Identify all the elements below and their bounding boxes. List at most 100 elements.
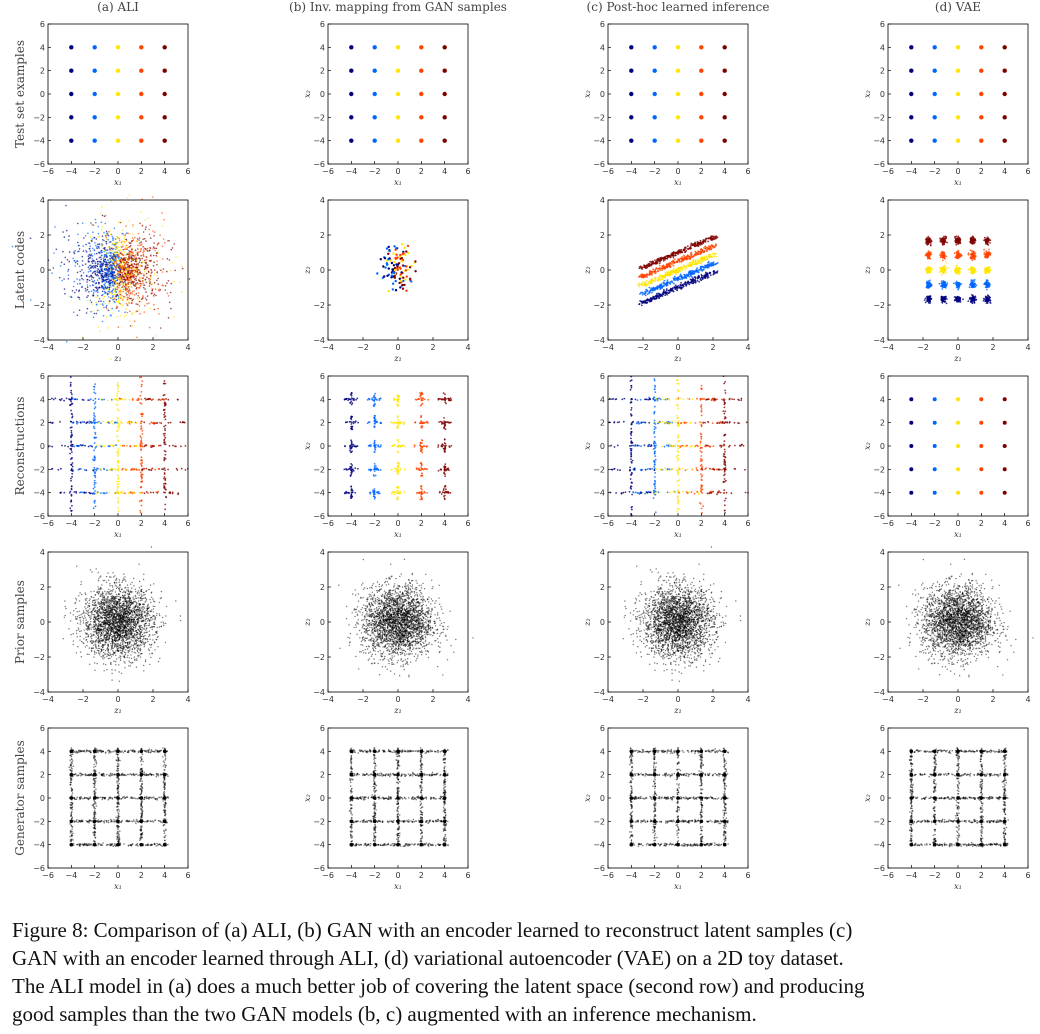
data-point — [116, 276, 119, 278]
data-point — [124, 253, 127, 256]
data-point — [647, 281, 650, 284]
data-point — [144, 259, 146, 262]
data-point — [666, 254, 669, 257]
data-point — [971, 242, 974, 245]
data-point — [385, 259, 388, 262]
data-point — [101, 290, 104, 293]
data-point — [973, 279, 976, 281]
data-point — [946, 298, 948, 300]
x-tick-label: 6 — [745, 167, 750, 176]
data-point — [122, 249, 125, 251]
data-point — [657, 259, 660, 262]
data-point — [955, 115, 961, 120]
data-point — [62, 231, 64, 233]
data-point — [126, 299, 128, 302]
data-point — [699, 258, 702, 261]
data-point — [668, 289, 671, 292]
data-point — [126, 263, 128, 265]
data-point — [442, 91, 447, 97]
data-point — [652, 115, 657, 120]
data-point — [121, 280, 124, 282]
y-tick-label: −2 — [593, 113, 605, 122]
data-point — [122, 244, 125, 247]
data-point — [106, 234, 109, 236]
data-point — [111, 297, 113, 300]
data-point — [974, 270, 977, 273]
data-point — [127, 259, 129, 262]
data-point — [658, 262, 661, 264]
data-point — [665, 282, 668, 285]
data-point — [923, 299, 926, 301]
data-point — [664, 291, 667, 294]
panel-grid25-0: −6 −4 −2 0 2 4 6 −6 −4 −2 0 2 4 6 x₁ — [22, 20, 196, 194]
data-point — [1002, 45, 1007, 50]
data-point — [674, 271, 676, 273]
data-point — [86, 307, 89, 310]
data-point — [909, 91, 914, 97]
data-point — [442, 68, 447, 73]
data-point — [139, 91, 144, 97]
data-point — [146, 276, 148, 278]
data-point — [150, 272, 153, 274]
x-tick-label: 0 — [115, 167, 120, 176]
data-point — [128, 295, 131, 297]
data-point — [925, 286, 928, 289]
data-point — [714, 243, 717, 245]
data-point — [139, 68, 144, 73]
data-point — [703, 240, 706, 243]
data-point — [129, 325, 132, 327]
data-point — [111, 293, 113, 296]
data-point — [166, 270, 168, 273]
data-point — [125, 244, 128, 247]
data-point — [673, 277, 676, 279]
x-tick-label: 2 — [419, 167, 424, 176]
x-tick-label: 4 — [442, 167, 447, 176]
data-point — [709, 245, 711, 247]
data-point — [680, 248, 683, 251]
data-point — [73, 260, 76, 262]
data-point — [128, 320, 131, 322]
data-point — [136, 310, 139, 313]
data-point — [111, 259, 113, 261]
data-point — [102, 257, 105, 260]
data-point — [939, 267, 941, 269]
data-point — [118, 282, 121, 284]
data-point — [945, 261, 947, 264]
data-point — [657, 276, 659, 279]
data-point — [130, 248, 133, 250]
y-tick-label: −2 — [313, 301, 325, 310]
data-point — [979, 91, 984, 97]
data-point — [125, 314, 128, 316]
x-tick-label: 0 — [395, 167, 400, 176]
data-point — [112, 264, 114, 267]
data-point — [101, 281, 104, 283]
data-point — [926, 282, 928, 285]
data-point — [644, 281, 647, 284]
data-point — [103, 279, 106, 282]
data-point — [399, 273, 402, 276]
data-point — [673, 262, 676, 265]
data-point — [680, 284, 682, 287]
column-title-1: (b) Inv. mapping from GAN samples — [289, 0, 507, 14]
data-point — [78, 296, 80, 299]
data-point — [988, 248, 990, 251]
data-point — [406, 244, 410, 248]
data-point — [104, 273, 106, 275]
data-point — [654, 278, 656, 281]
data-point — [973, 302, 976, 304]
data-point — [710, 237, 713, 240]
data-point — [638, 285, 641, 288]
data-point — [100, 258, 102, 261]
data-point — [924, 297, 927, 300]
data-point — [84, 235, 87, 237]
data-point — [88, 264, 91, 267]
data-point — [656, 269, 659, 272]
data-point — [168, 259, 171, 261]
data-point — [103, 290, 106, 293]
data-point — [644, 294, 647, 297]
data-point — [29, 237, 32, 239]
data-point — [706, 273, 709, 275]
x-tick-label: 2 — [699, 167, 704, 176]
data-point — [130, 276, 132, 279]
data-point — [161, 212, 163, 214]
